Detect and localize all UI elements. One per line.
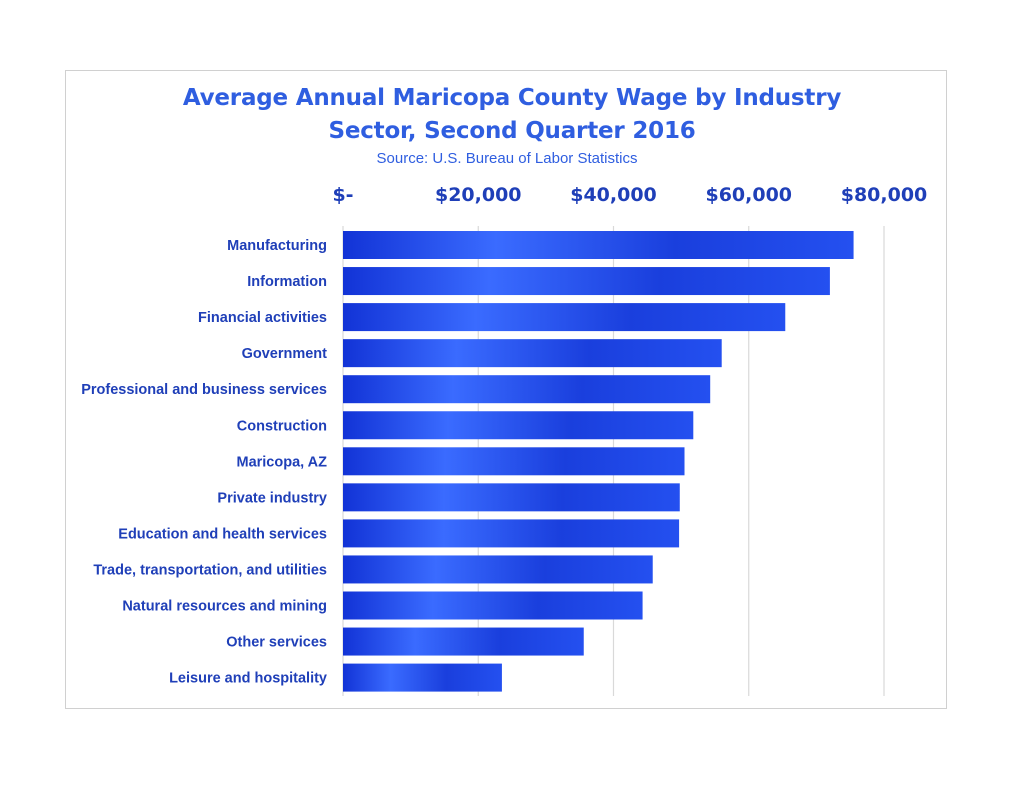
bar [343, 303, 786, 332]
bar [343, 519, 680, 548]
category-label: Other services [226, 635, 327, 651]
x-tick-label: $40,000 [570, 184, 657, 206]
category-label: Manufacturing [227, 238, 327, 254]
chart-subtitle: Source: U.S. Bureau of Labor Statistics [376, 150, 638, 167]
bar [343, 375, 711, 404]
chart-title-line-1: Average Annual Maricopa County Wage by I… [182, 85, 842, 111]
category-label: Information [247, 274, 327, 290]
x-tick-label: $- [332, 184, 353, 206]
x-axis-ticks: $- $20,000 $40,000 $60,000 $80,000 [332, 184, 927, 206]
category-label: Financial activities [198, 310, 327, 326]
x-tick-label: $20,000 [435, 184, 522, 206]
bar [343, 627, 584, 656]
category-labels: Manufacturing Information Financial activi… [81, 238, 327, 687]
category-label: Trade, transportation, and utilities [93, 562, 327, 578]
category-label: Natural resources and mining [122, 599, 327, 615]
bar [343, 231, 854, 259]
bar [343, 267, 830, 296]
category-label: Education and health services [118, 526, 327, 542]
bar [343, 447, 685, 476]
bar [343, 555, 653, 584]
category-label: Leisure and hospitality [169, 671, 327, 687]
bar [343, 483, 680, 512]
category-label: Construction [237, 418, 327, 434]
bars [343, 231, 854, 692]
bar [343, 411, 694, 440]
bar [343, 663, 502, 692]
bar [343, 591, 643, 620]
category-label: Government [242, 346, 328, 362]
bar [343, 339, 722, 368]
category-label: Professional and business services [81, 382, 327, 398]
chart-title-line-2: Sector, Second Quarter 2016 [328, 118, 696, 144]
x-tick-label: $60,000 [705, 184, 792, 206]
category-label: Private industry [217, 490, 327, 506]
chart-title: Average Annual Maricopa County Wage by I… [0, 82, 1024, 148]
x-tick-label: $80,000 [841, 184, 928, 206]
category-label: Maricopa, AZ [236, 454, 327, 470]
